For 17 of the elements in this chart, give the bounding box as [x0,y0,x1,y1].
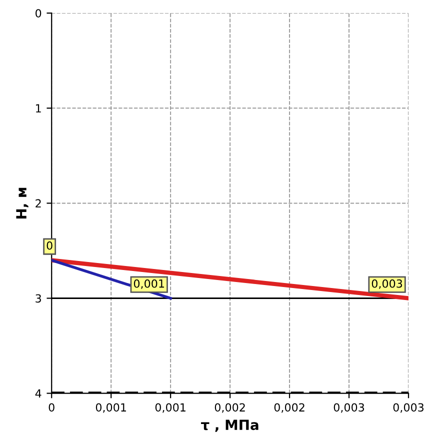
x-tick-label: 0,002 [274,403,304,413]
y-tick-label: 4 [35,389,42,398]
x-tick-label: 0,001 [96,403,126,413]
x-tick-label: 0,003 [334,403,364,413]
x-tick-label: 0,001 [155,403,186,413]
annotation: 0,001 [134,279,164,289]
x-tick-label: 0,002 [214,403,245,413]
x-tick-label: 0,003 [393,403,424,413]
y-axis-title: H, м [16,188,28,218]
y-tick-label: 0 [36,9,42,18]
y-tick-label: 3 [36,294,41,303]
x-tick-label: 0 [48,403,54,412]
y-tick-label: 2 [36,199,41,208]
annotation: 0,003 [372,279,402,289]
annotation: 0 [46,241,52,250]
x-axis-title: τ , МПа [201,420,258,432]
y-tick-label: 1 [36,104,41,112]
